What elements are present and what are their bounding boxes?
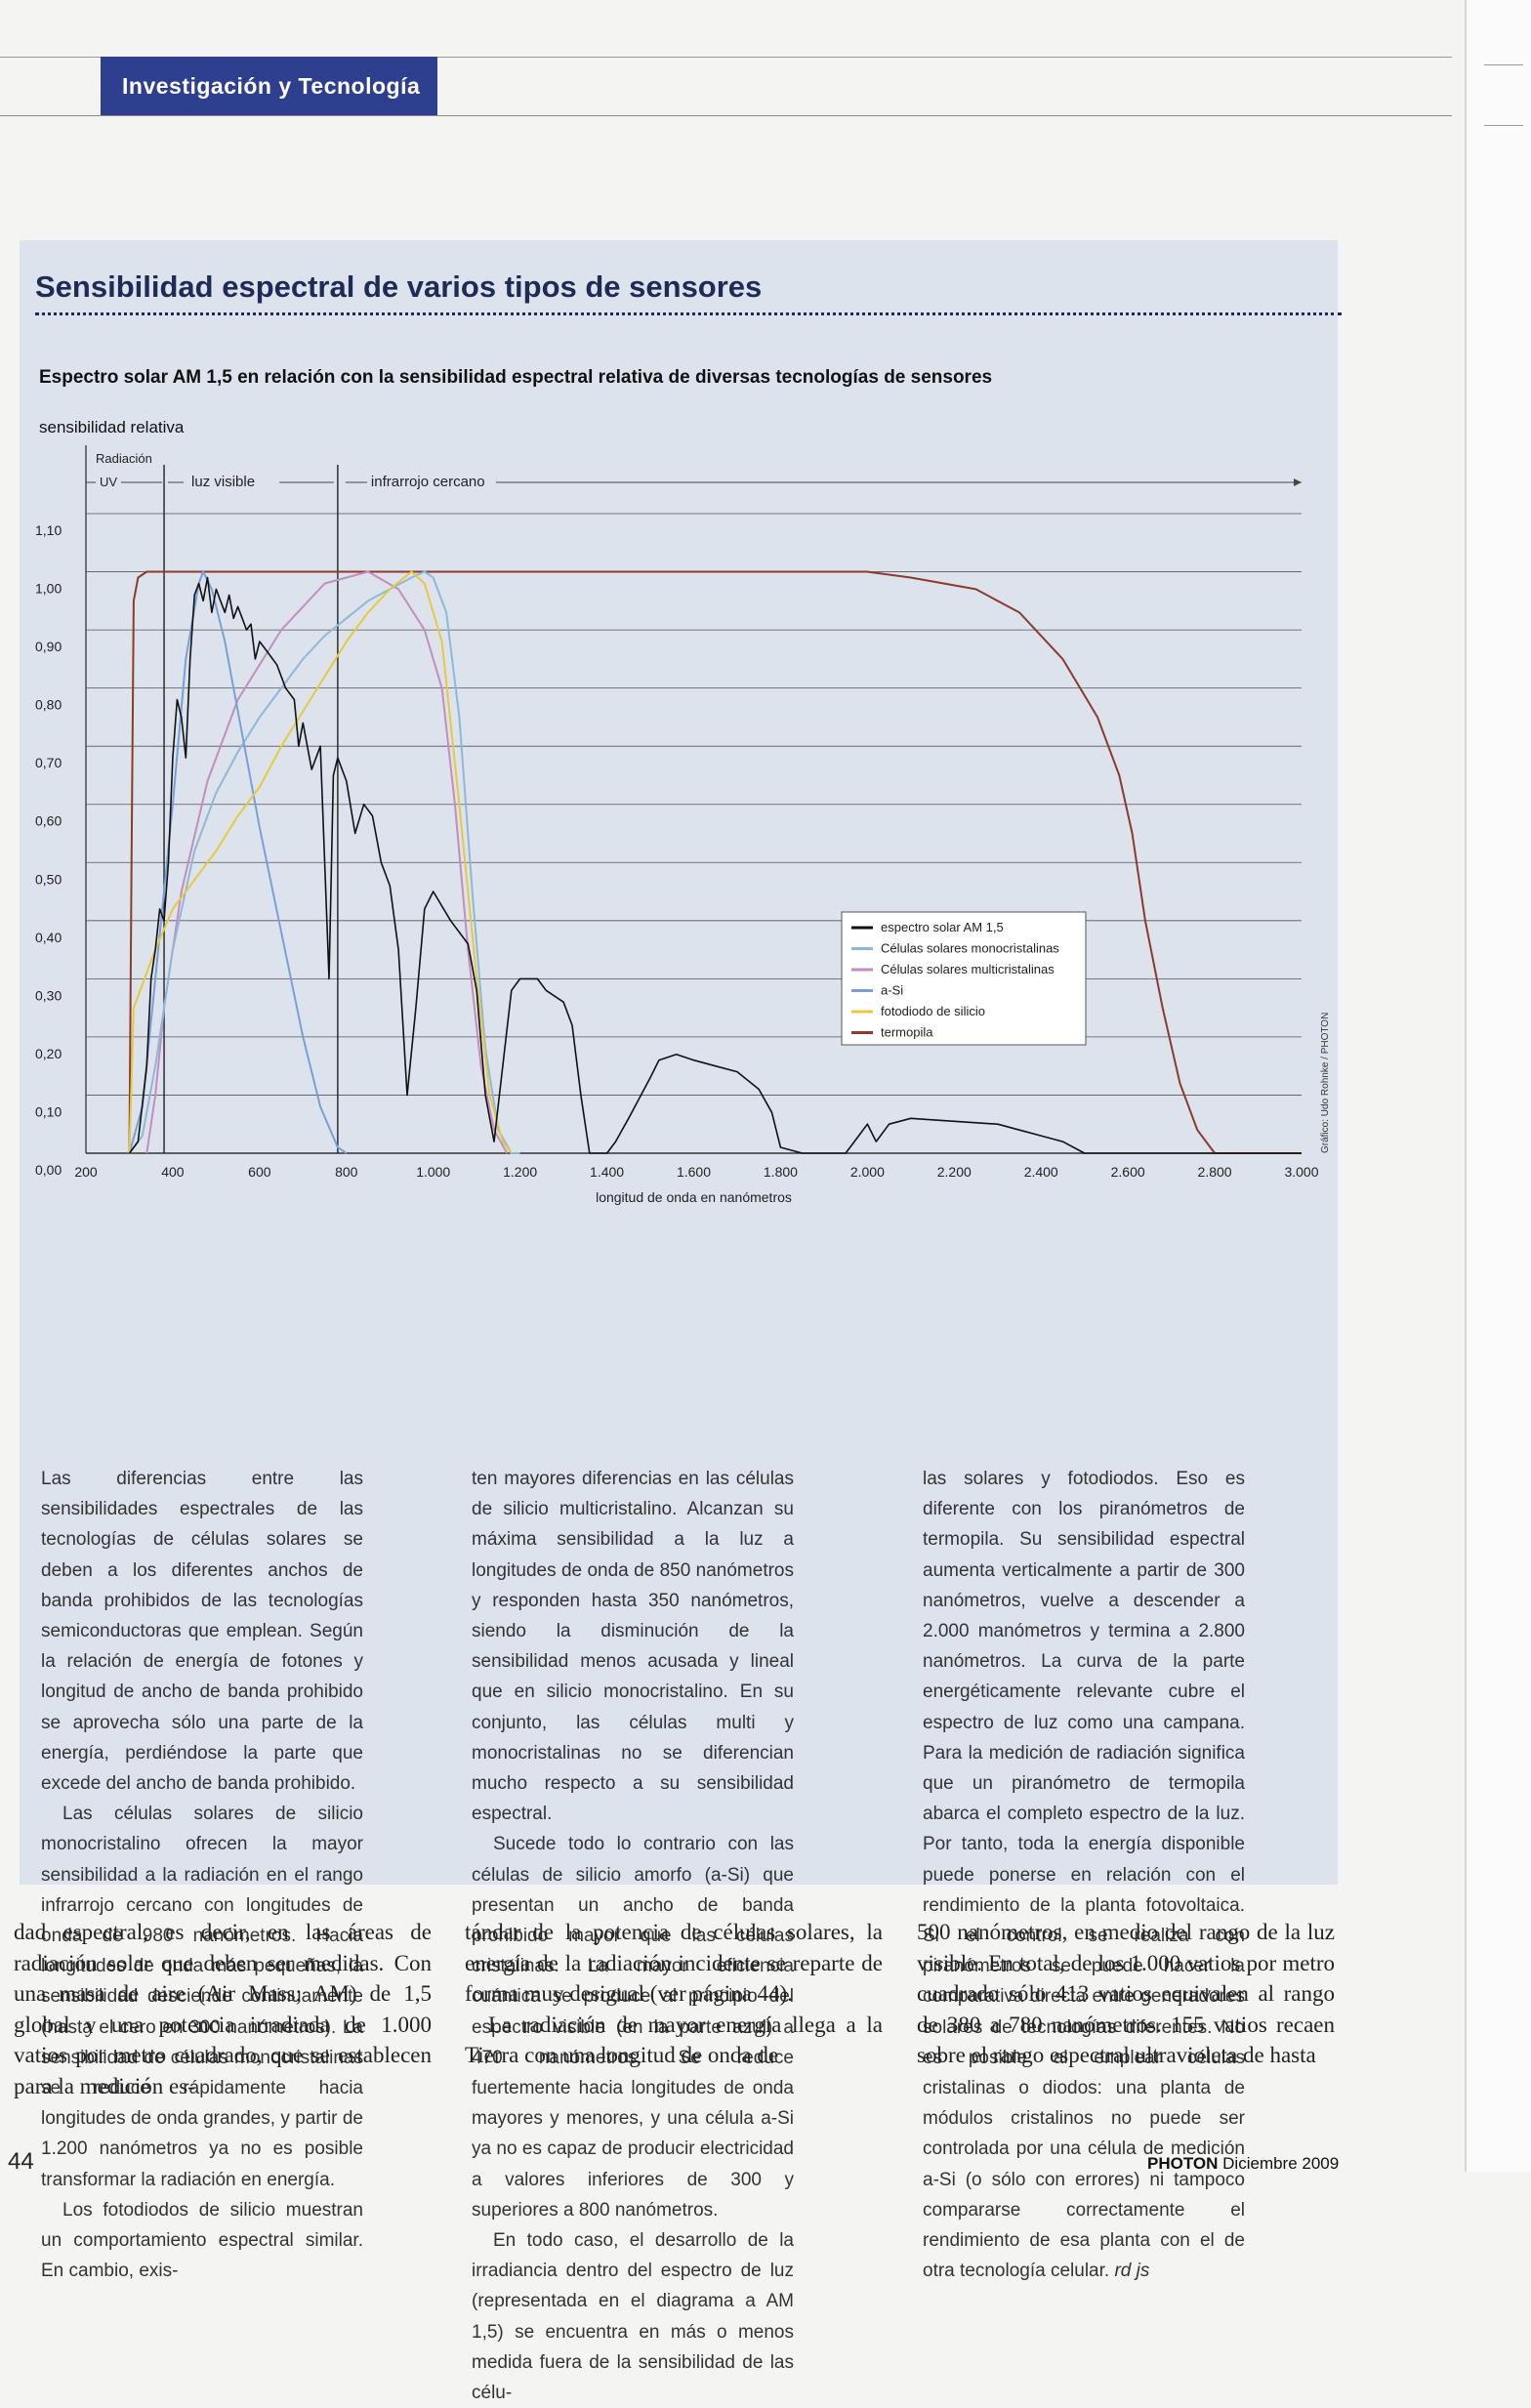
x-tick-label: 1.200 — [503, 1164, 537, 1180]
x-tick-label: 3.000 — [1284, 1164, 1318, 1180]
paragraph: Las diferencias entre las sensibilidades… — [41, 1469, 363, 1795]
x-tick-label: 800 — [335, 1164, 358, 1180]
footer-brand: PHOTON Diciembre 2009 — [1147, 2154, 1340, 2173]
y-tick-label: 0,30 — [35, 987, 62, 1003]
title-dotted-rule — [35, 312, 1342, 315]
panel-title: Sensibilidad espectral de varios tipos d… — [35, 270, 763, 304]
series-line-1 — [128, 570, 520, 1154]
series-line-3 — [128, 570, 348, 1154]
bottom-column-3: 500 nanómetros, en medio del rango de la… — [917, 1917, 1335, 2071]
y-axis-label: sensibilidad relativa — [39, 418, 185, 436]
y-tick-label: 0,50 — [35, 871, 62, 887]
x-tick-label: 600 — [248, 1164, 271, 1180]
chart: sensibilidad relativa 0,00 0,10 0,20 0,30 0,4… — [20, 406, 1338, 1432]
legend-label: termopila — [881, 1025, 933, 1040]
x-axis-label: longitud de onda en nanómetros — [596, 1189, 792, 1205]
chart-credit: Gráfico: Udo Rohnke / PHOTON — [1320, 1013, 1331, 1153]
x-tick-label: 200 — [74, 1164, 98, 1180]
series-line-2 — [145, 570, 509, 1154]
series-line-5 — [128, 570, 1302, 1154]
adjacent-page-edge — [1465, 0, 1531, 2172]
chart-panel: Sensibilidad espectral de varios tipos d… — [20, 240, 1342, 2403]
y-tick-label: 0,70 — [35, 755, 62, 770]
x-tick-label: 400 — [161, 1164, 185, 1180]
paragraph: ten mayores diferencias en las células d… — [472, 1469, 794, 1825]
region-arrow-head — [1294, 478, 1302, 486]
x-tick-label: 2.000 — [850, 1164, 885, 1180]
y-tick-label: 0,10 — [35, 1103, 62, 1119]
y-tick-label: 0,40 — [35, 930, 62, 945]
header-rule — [0, 57, 1452, 58]
bottom-column-2: tándar de la potencia de células solares… — [465, 1917, 883, 2071]
legend-label: espectro solar AM 1,5 — [881, 920, 1004, 934]
y-tick-label: 1,00 — [35, 581, 62, 597]
region-label-nir: infrarrojo cercano — [371, 474, 485, 490]
legend-label: Células solares multicristalinas — [881, 962, 1055, 976]
page-number: 44 — [8, 2148, 34, 2175]
body-column-1: Las diferencias entre las sensibilidades… — [41, 1464, 363, 2286]
y-tick-label: 0,80 — [35, 697, 62, 713]
region-label-vis: luz visible — [191, 474, 255, 490]
y-tick-label: 0,00 — [35, 1162, 62, 1178]
y-tick-label: 0,20 — [35, 1046, 62, 1061]
x-tick-label: 2.800 — [1198, 1164, 1232, 1180]
paragraph: Los fotodiodos de silicio muestran un co… — [41, 2199, 363, 2282]
x-tick-label: 2.200 — [937, 1164, 972, 1180]
x-tick-label: 2.400 — [1024, 1164, 1058, 1180]
legend-label: Células solares monocristalinas — [881, 941, 1059, 956]
legend-box — [841, 911, 1087, 1046]
region-label-uv: UV — [100, 475, 117, 489]
paragraph: 500 nanómetros, en medio del rango de la… — [917, 1920, 1335, 2067]
series-line-4 — [128, 570, 513, 1154]
legend-label: fotodiodo de silicio — [881, 1004, 985, 1018]
series-line-0 — [128, 576, 1302, 1154]
y-tick-label: 0,60 — [35, 813, 62, 829]
paragraph: La radiación de mayor energía llega a la… — [465, 2012, 883, 2068]
paragraph: En todo caso, el desarrollo de la irradi… — [472, 2230, 794, 2404]
chart-svg: sensibilidad relativa 0,00 0,10 0,20 0,30 0,4… — [35, 418, 1331, 1205]
author-initials: rd js — [1114, 2261, 1150, 2282]
y-tick-label: 0,90 — [35, 639, 62, 654]
region-label-uv-top: Radiación — [96, 451, 152, 466]
x-tick-label: 1.600 — [677, 1164, 711, 1180]
y-tick-label: 1,10 — [35, 522, 62, 538]
paragraph: Las células solares de silicio monocrist… — [41, 1804, 363, 2190]
x-tick-label: 1.800 — [764, 1164, 798, 1180]
x-tick-label: 2.600 — [1111, 1164, 1145, 1180]
paragraph: dad espectral, es decir, en las áreas de… — [14, 1920, 432, 2098]
paragraph: tándar de la potencia de células solares… — [465, 1920, 883, 2006]
header-rule-lower — [0, 115, 1452, 116]
panel-subtitle: Espectro solar AM 1,5 en relación con la… — [39, 367, 993, 388]
legend-label: a-Si — [881, 983, 903, 998]
section-tab: Investigación y Tecnología — [101, 57, 437, 115]
bottom-column-1: dad espectral, es decir, en las áreas de… — [14, 1917, 432, 2101]
x-tick-label: 1.000 — [416, 1164, 450, 1180]
x-tick-label: 1.400 — [590, 1164, 624, 1180]
